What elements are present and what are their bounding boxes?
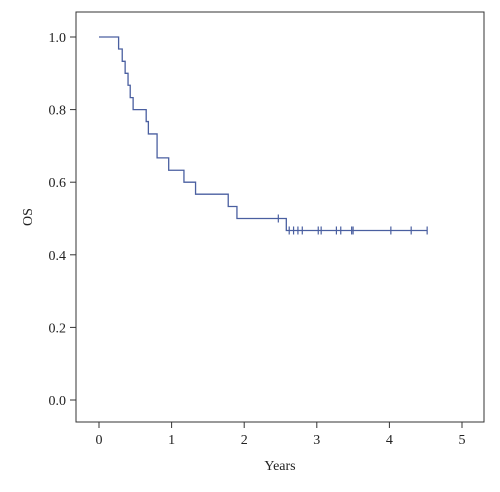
- x-tick-label: 4: [386, 433, 393, 448]
- y-tick-label: 0.2: [49, 321, 67, 336]
- plot-frame: [75, 11, 485, 423]
- x-axis-title: Years: [264, 459, 295, 474]
- x-tick-label: 0: [96, 433, 103, 448]
- survival-curve: [99, 36, 428, 232]
- y-tick-label: 0.6: [49, 176, 67, 191]
- x-tick-label: 1: [168, 433, 175, 448]
- x-tick-label: 2: [241, 433, 248, 448]
- x-axis: 0 1 2 3 4 5: [96, 422, 466, 448]
- x-tick-label: 3: [313, 433, 320, 448]
- y-tick-label: 0.4: [49, 249, 67, 264]
- y-axis-title: OS: [21, 208, 36, 226]
- x-tick-label: 5: [459, 433, 466, 448]
- y-tick-label: 1.0: [49, 31, 67, 46]
- y-tick-label: 0.0: [49, 394, 67, 409]
- y-axis: 0.0 0.2 0.4 0.6 0.8 1.0: [49, 31, 76, 409]
- series-layer: [99, 36, 428, 235]
- y-tick-label: 0.8: [49, 104, 67, 119]
